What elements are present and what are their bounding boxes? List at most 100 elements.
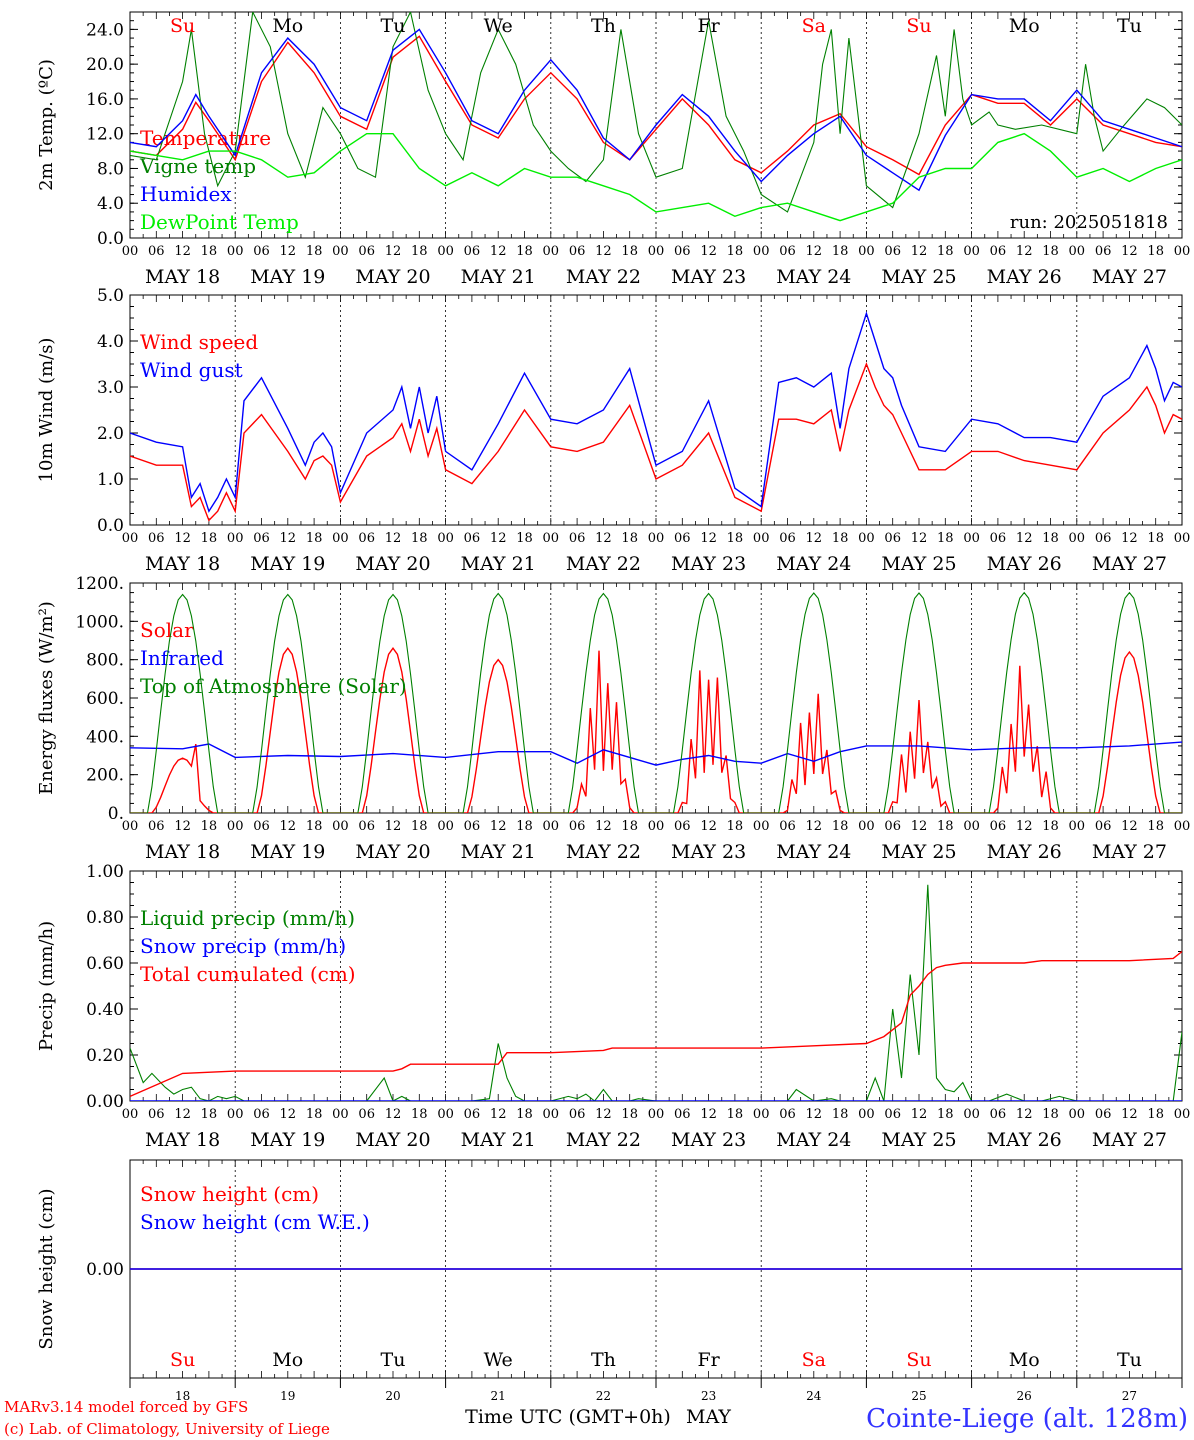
precip-hour-label: 18 (411, 1107, 428, 1122)
precip-hour-label: 12 (806, 1107, 823, 1122)
precip-hour-label: 00 (122, 1107, 139, 1122)
precip-hour-label: 18 (516, 1107, 533, 1122)
energy-hour-label: 06 (569, 819, 586, 834)
energy-hour-label: 18 (411, 819, 428, 834)
wind-hour-label: 12 (911, 531, 928, 546)
panel-temperature: 0.04.08.012.016.020.024.02m Temp. (ºC) Te… (36, 11, 1191, 288)
wind-hour-label: 00 (227, 531, 244, 546)
precip-hour-label: 00 (543, 1107, 560, 1122)
wind-date-label: MAY 23 (671, 553, 746, 575)
temperature-hour-label: 00 (963, 244, 980, 259)
wind-hour-label: 12 (1121, 531, 1138, 546)
precip-y-tick-label: 0.80 (86, 908, 124, 928)
precip-y-tick-label: 0.00 (86, 1092, 124, 1112)
snow-weekday-label: Su (170, 1349, 195, 1371)
energy-hour-label: 12 (595, 819, 612, 834)
snow-weekday-label: Mo (272, 1349, 303, 1371)
wind-y-tick-label: 2.0 (97, 424, 124, 444)
precip-series-liquid-precip-mm-h- (130, 884, 1182, 1101)
temperature-hour-label: 00 (122, 244, 139, 259)
temperature-date-label: MAY 18 (145, 266, 220, 288)
energy-y-tick-label: 600. (86, 689, 124, 709)
energy-hour-label: 06 (990, 819, 1007, 834)
precip-date-label: MAY 26 (987, 1129, 1062, 1151)
day-number-label: 21 (491, 1389, 506, 1403)
wind-hour-label: 12 (174, 531, 191, 546)
panel-energy: 0. 200. 400. 600. 800. 1000. 1200. Energy fluxe… (36, 574, 1190, 863)
energy-hour-label: 00 (963, 819, 980, 834)
temperature-hour-label: 12 (1121, 244, 1138, 259)
temperature-hour-label: 00 (1069, 244, 1086, 259)
energy-hour-label: 18 (1042, 819, 1059, 834)
energy-series-infrared (130, 741, 1182, 766)
energy-hour-label: 12 (1016, 819, 1033, 834)
day-number-label: 23 (701, 1389, 716, 1403)
energy-hour-label: 06 (884, 819, 901, 834)
temperature-hour-label: 00 (858, 244, 875, 259)
wind-y-tick-label: 5.0 (97, 286, 124, 306)
energy-date-label: MAY 27 (1092, 841, 1167, 863)
temperature-legend-entry: Humidex (140, 182, 232, 206)
wind-hour-label: 06 (358, 531, 375, 546)
wind-date-label: MAY 27 (1092, 553, 1167, 575)
precip-hour-label: 00 (332, 1107, 349, 1122)
snow-legend-entry: Snow height (cm W.E.) (140, 1210, 370, 1234)
precip-hour-label: 18 (306, 1107, 323, 1122)
temperature-y-tick-label: 16.0 (86, 90, 124, 110)
day-number-label: 22 (596, 1389, 611, 1403)
wind-hour-label: 06 (884, 531, 901, 546)
precip-hour-label: 00 (648, 1107, 665, 1122)
energy-date-label: MAY 21 (461, 841, 536, 863)
wind-hour-label: 12 (806, 531, 823, 546)
precip-hour-label: 12 (1121, 1107, 1138, 1122)
energy-hour-label: 18 (832, 819, 849, 834)
temperature-hour-label: 00 (1174, 244, 1191, 259)
temperature-hour-label: 18 (621, 244, 638, 259)
temperature-hour-label: 06 (148, 244, 165, 259)
energy-hour-label: 00 (753, 819, 770, 834)
precip-y-tick-label: 1.00 (86, 862, 124, 882)
temperature-hour-label: 12 (806, 244, 823, 259)
energy-hour-label: 12 (385, 819, 402, 834)
energy-hour-label: 18 (937, 819, 954, 834)
temperature-hour-label: 06 (1095, 244, 1112, 259)
wind-series-wind-speed (130, 362, 1182, 522)
precip-hour-label: 12 (174, 1107, 191, 1122)
wind-hour-label: 00 (122, 531, 139, 546)
precip-hour-label: 06 (148, 1107, 165, 1122)
wind-y-axis-label: 10m Wind (m/s) (36, 338, 57, 483)
precip-date-label: MAY 20 (355, 1129, 430, 1151)
wind-series-wind-gust (130, 311, 1182, 513)
temperature-hour-label: 00 (227, 244, 244, 259)
wind-hour-label: 12 (280, 531, 297, 546)
energy-y-tick-label: 0. (108, 804, 124, 824)
energy-legend-entry: Infrared (140, 646, 224, 670)
wind-y-tick-label: 1.0 (97, 470, 124, 490)
precip-hour-label: 00 (437, 1107, 454, 1122)
temperature-hour-label: 18 (411, 244, 428, 259)
temperature-weekday-label: We (484, 15, 513, 37)
wind-date-label: MAY 19 (250, 553, 325, 575)
temperature-hour-label: 18 (201, 244, 218, 259)
temperature-date-label: MAY 19 (250, 266, 325, 288)
temperature-weekday-label: Tu (1117, 15, 1142, 37)
station-title: Cointe-Liege (alt. 128m) (866, 1404, 1188, 1434)
day-number-label: 19 (280, 1389, 295, 1403)
temperature-weekday-label: Su (906, 15, 931, 37)
precip-hour-label: 18 (727, 1107, 744, 1122)
temperature-hour-label: 12 (385, 244, 402, 259)
temperature-weekday-label: Su (170, 15, 195, 37)
model-credit: MARv3.14 model forced by GFS (4, 1398, 248, 1416)
energy-hour-label: 18 (621, 819, 638, 834)
temperature-hour-label: 12 (911, 244, 928, 259)
temperature-hour-label: 06 (990, 244, 1007, 259)
precip-hour-label: 06 (253, 1107, 270, 1122)
precip-hour-label: 06 (358, 1107, 375, 1122)
wind-hour-label: 06 (779, 531, 796, 546)
snow-weekday-label: Mo (1009, 1349, 1040, 1371)
temperature-date-label: MAY 23 (671, 266, 746, 288)
precip-legend-entry: Snow precip (mm/h) (140, 934, 346, 958)
precip-hour-label: 06 (990, 1107, 1007, 1122)
snow-y-axis-label: Snow height (cm) (36, 1188, 57, 1349)
temperature-weekday-label: Sa (802, 15, 826, 37)
